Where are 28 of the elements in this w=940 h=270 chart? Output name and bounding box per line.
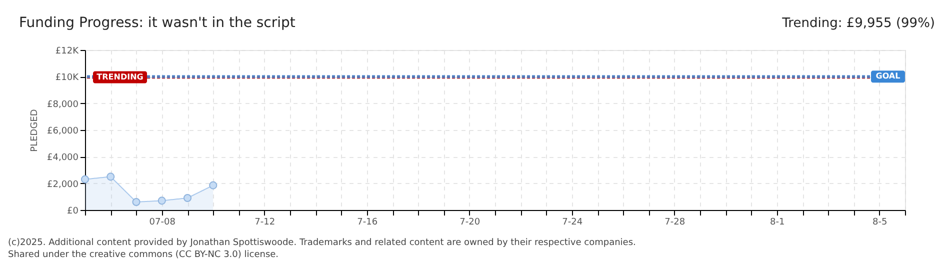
ref-line-label: GOAL (876, 72, 900, 81)
chart-title: Funding Progress: it wasn't in the script (19, 15, 296, 31)
x-tick-label: 8-1 (770, 218, 785, 228)
x-tick-label: 7-28 (664, 218, 686, 228)
point (80, 175, 90, 184)
y-tick-label: £10K (55, 73, 80, 84)
y-tick-label: £4,000 (47, 153, 79, 164)
x-tick-label: 7-20 (460, 218, 480, 228)
y-tick-label: £0 (67, 206, 79, 216)
point (183, 194, 192, 202)
y-tick-label: £12K (55, 46, 80, 56)
point (132, 198, 140, 206)
ref-line-label: TRENDING (96, 72, 144, 82)
text: Trending: £9,955 (99%) (781, 16, 935, 31)
x-tick-label: 7-16 (357, 218, 378, 228)
x-tick-label: 7-12 (254, 218, 276, 228)
y-axis-title: PLEDGED (30, 109, 40, 152)
text: (c)2025. Additional content provided by Jonathan Spottiswoode. Trademarks and related content are owned by their respective companies. (8, 238, 636, 248)
x-tick-label: 07-08 (149, 218, 176, 228)
y-tick-label: £2,000 (47, 180, 79, 190)
point (158, 196, 166, 205)
point (106, 172, 115, 181)
x-tick-label: 7-24 (562, 218, 583, 228)
text: Shared under the creative commons (CC BY-NC 3.0) license. (8, 250, 279, 260)
x-tick-label: 8-5 (872, 218, 888, 228)
point (209, 181, 218, 190)
y-tick-label: £8,000 (47, 100, 79, 110)
y-tick-label: £6,000 (47, 126, 79, 136)
